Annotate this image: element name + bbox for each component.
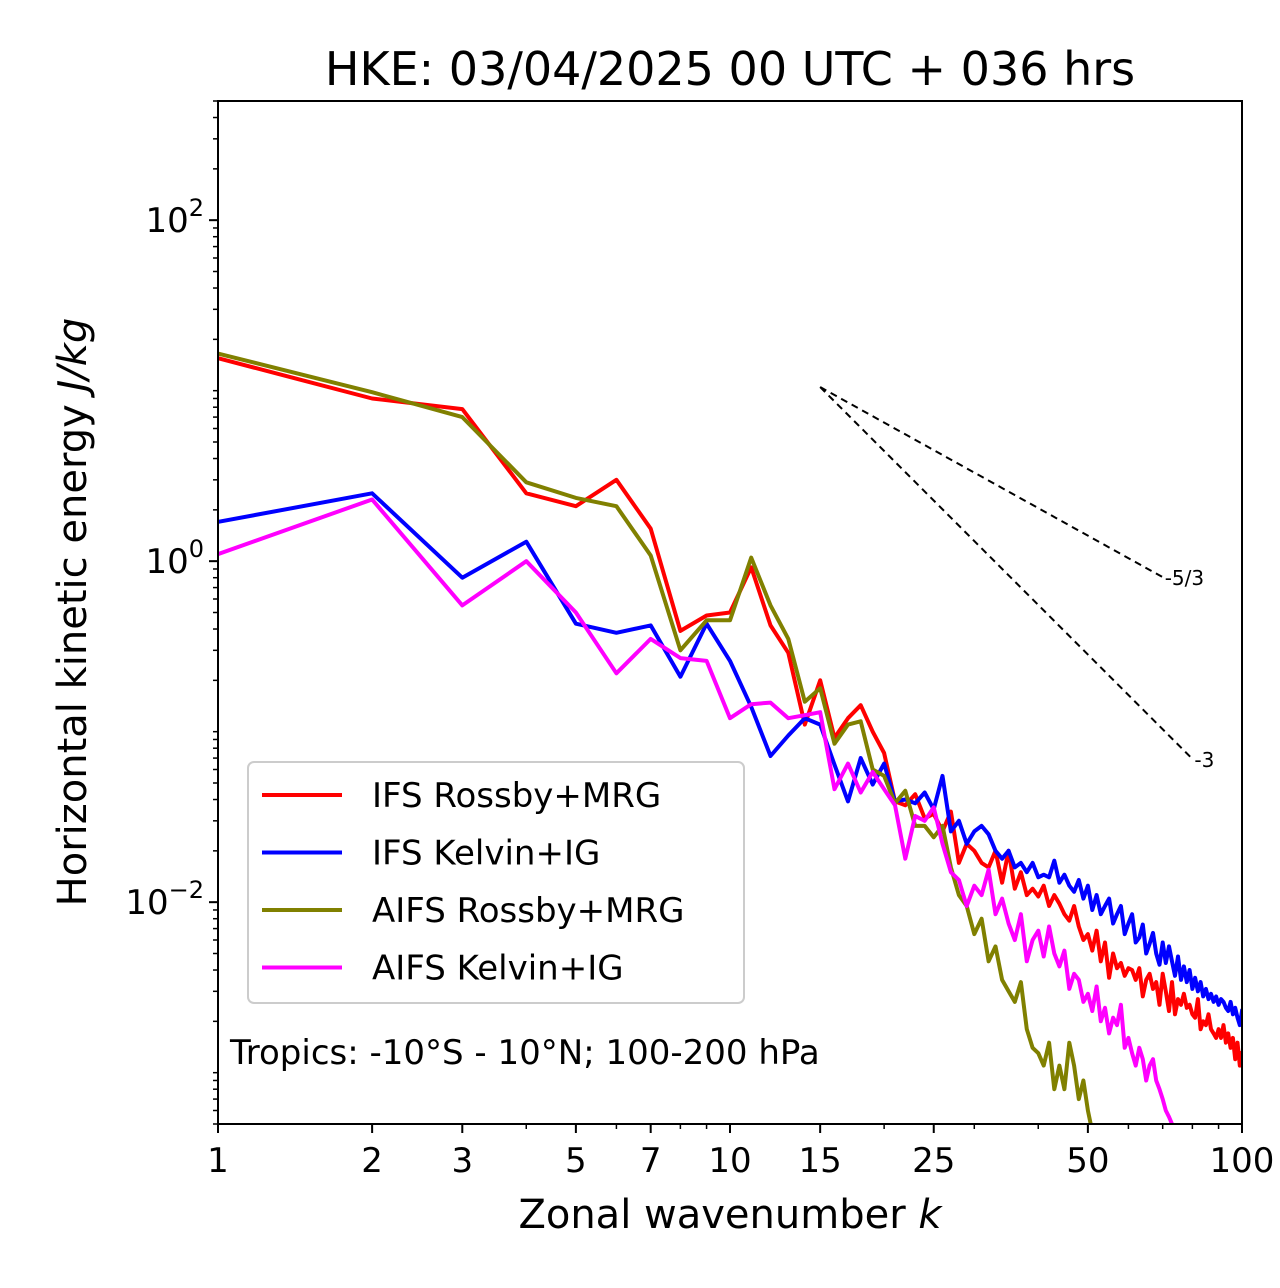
y-tick-exponent: −2 <box>169 876 204 904</box>
legend-label: AIFS Kelvin+IG <box>372 949 624 989</box>
y-tick-label: 102 <box>145 194 204 241</box>
legend-label: IFS Kelvin+IG <box>372 834 600 874</box>
x-tick-label: 3 <box>451 1141 473 1181</box>
y-tick-base: 10 <box>145 201 188 241</box>
plot-frame <box>217 100 1243 1125</box>
chart-title: HKE: 03/04/2025 00 UTC + 036 hrs <box>325 42 1135 96</box>
y-tick-base: 10 <box>145 542 188 582</box>
x-tick-label: 50 <box>1066 1141 1109 1181</box>
x-axis-label: Zonal wavenumber k <box>518 1192 943 1238</box>
x-tick-label: 7 <box>640 1141 662 1181</box>
y-tick-label: 100 <box>145 535 204 582</box>
y-tick-exponent: 2 <box>189 194 204 222</box>
legend-frame <box>247 761 745 1004</box>
region-annotation: Tropics: -10°S - 10°N; 100-200 hPa <box>229 1033 820 1073</box>
x-tick-labels: 1 2 3 5 7 10 15 25 50 100 <box>207 1141 1274 1181</box>
y-tick-label: 10−2 <box>125 876 204 923</box>
series-lines <box>218 351 1242 1124</box>
x-tick-label: 1 <box>207 1141 229 1181</box>
x-tick-label: 10 <box>708 1141 751 1181</box>
reference-slope-label: -3 <box>1194 748 1214 772</box>
series-line <box>218 356 1242 1068</box>
legend-label: AIFS Rossby+MRG <box>372 891 684 931</box>
x-tick-label: 25 <box>912 1141 955 1181</box>
x-tick-label: 15 <box>799 1141 842 1181</box>
series-line <box>218 351 1093 1124</box>
reference-slope-line <box>819 386 1164 579</box>
x-tick-label: 5 <box>565 1141 587 1181</box>
reference-slope-line <box>819 386 1194 760</box>
reference-slope-label: -5/3 <box>1165 566 1204 590</box>
x-tick-label: 100 <box>1210 1141 1275 1181</box>
x-tick-label: 2 <box>361 1141 383 1181</box>
reference-slopes <box>819 386 1194 760</box>
y-tick-base: 10 <box>125 883 168 923</box>
y-tick-exponent: 0 <box>189 535 204 563</box>
series-line <box>218 497 1175 1124</box>
y-axis-label: Horizontal kinetic energy J/kg <box>50 318 96 907</box>
legend: IFS Rossby+MRG IFS Kelvin+IG AIFS Rossby+M… <box>247 761 745 1004</box>
legend-label: IFS Rossby+MRG <box>372 776 661 816</box>
